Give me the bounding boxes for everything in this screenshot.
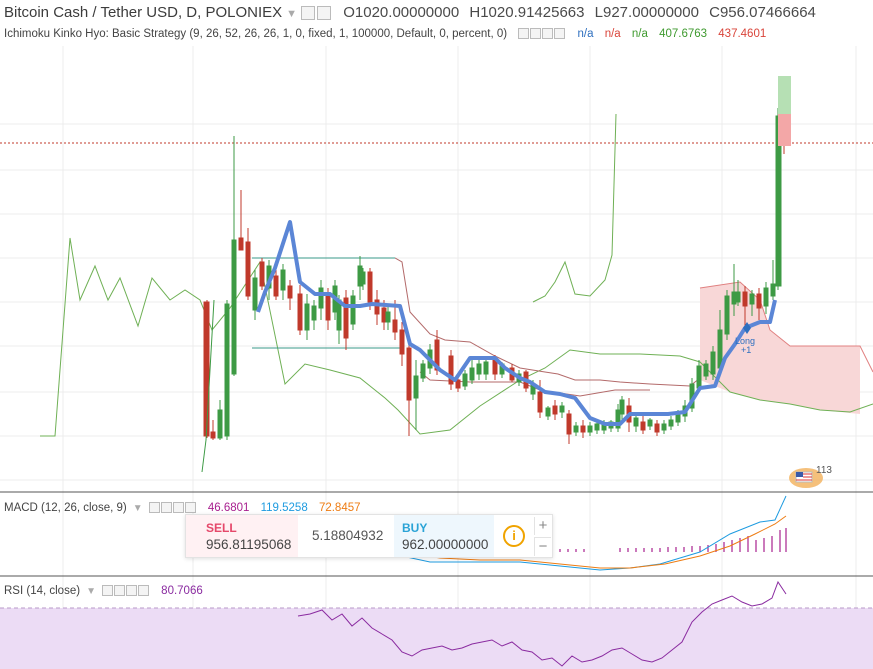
rsi-line (297, 580, 787, 667)
signal-line2: +1 (741, 345, 752, 355)
grid-lines (0, 46, 873, 669)
senkou-span-a (40, 237, 873, 437)
sell-price: 956.81195068 (206, 537, 292, 552)
close-icon[interactable] (137, 585, 149, 597)
long-signal-icon[interactable] (743, 322, 751, 334)
close-label: C (709, 4, 720, 21)
open-value: 1020.00000000 (354, 4, 460, 21)
ichimoku-value-5: 437.4601 (718, 28, 767, 40)
ichimoku-value-2: n/a (604, 28, 621, 40)
open-label: O (343, 4, 355, 21)
base-line (256, 220, 777, 426)
ichimoku-value-4: 407.6763 (659, 28, 708, 40)
close-value: 956.07466664 (719, 4, 816, 21)
tenkan-sen (419, 371, 650, 397)
eye-icon[interactable] (101, 585, 113, 597)
macd-pane (401, 495, 787, 571)
kijun-sen (255, 257, 701, 387)
info-icon[interactable]: i (503, 525, 525, 547)
high-value: 1020.91425663 (480, 4, 585, 21)
sell-label: SELL (206, 521, 237, 535)
eye-icon[interactable] (301, 6, 316, 21)
profit-zone[interactable] (778, 76, 791, 114)
macd-value: 119.5258 (260, 502, 308, 514)
eye-icon[interactable] (518, 28, 530, 40)
add-icon[interactable] (125, 585, 137, 597)
chart-header: Bitcoin Cash / Tether USD, D, POLONIEX ▼ … (4, 4, 816, 21)
macd-dropdown-icon[interactable]: ▼ (132, 503, 143, 514)
ichimoku-value-1: n/a (577, 28, 594, 40)
buy-button[interactable]: BUY 962.00000000 (394, 515, 494, 557)
senkou-span-b (699, 281, 873, 373)
chikou-span (532, 113, 617, 303)
settings-icon[interactable] (530, 28, 542, 40)
macd-histogram-value: 46.6801 (207, 502, 250, 514)
close-icon[interactable] (184, 502, 196, 514)
low-value: 927.00000000 (603, 4, 699, 21)
close-icon[interactable] (554, 28, 566, 40)
trend-line (201, 299, 215, 473)
macd-legend: MACD (12, 26, close, 9) ▼ 46.6801 119.525… (4, 502, 361, 514)
ichimoku-legend: Ichimoku Kinko Hyo: Basic Strategy (9, 2… (4, 28, 766, 40)
low-label: L (594, 4, 603, 21)
candles (203, 108, 788, 444)
signal-line1: Long (735, 336, 756, 346)
settings-icon[interactable] (160, 502, 172, 514)
rsi-band (0, 608, 873, 669)
settings-icon[interactable] (317, 6, 332, 21)
signal-line (401, 515, 787, 569)
minus-button[interactable]: − (534, 537, 551, 556)
macd-label[interactable]: MACD (12, 26, close, 9) (4, 502, 127, 514)
loss-zone[interactable] (778, 114, 791, 146)
spread-value: 5.18804932 (312, 528, 384, 543)
event-count: 113 (816, 465, 832, 476)
rsi-value: 80.7066 (161, 585, 203, 597)
buy-price: 962.00000000 (402, 537, 489, 552)
long-signal-label: Long +1 (735, 337, 755, 355)
rsi-label[interactable]: RSI (14, close) (4, 585, 81, 597)
buy-label: BUY (402, 521, 428, 535)
macd-signal-value: 72.8457 (318, 502, 361, 514)
kumo-cloud (700, 282, 860, 414)
trade-panel: SELL 956.81195068 5.18804932 BUY 962.000… (185, 514, 553, 558)
ichimoku-value-3: n/a (631, 28, 648, 40)
plus-button[interactable]: + (534, 517, 551, 535)
add-icon[interactable] (542, 28, 554, 40)
add-icon[interactable] (172, 502, 184, 514)
eye-icon[interactable] (148, 502, 160, 514)
rsi-legend: RSI (14, close) ▼ 80.7066 (4, 585, 203, 597)
symbol-title[interactable]: Bitcoin Cash / Tether USD, D, POLONIEX (4, 4, 283, 21)
settings-icon[interactable] (113, 585, 125, 597)
sell-button[interactable]: SELL 956.81195068 (186, 515, 298, 557)
ichimoku-label[interactable]: Ichimoku Kinko Hyo: Basic Strategy (9, 2… (4, 28, 508, 40)
us-flag-icon[interactable] (788, 467, 824, 489)
symbol-dropdown-icon[interactable]: ▼ (286, 8, 298, 20)
rsi-dropdown-icon[interactable]: ▼ (86, 586, 96, 597)
high-label: H (469, 4, 481, 21)
